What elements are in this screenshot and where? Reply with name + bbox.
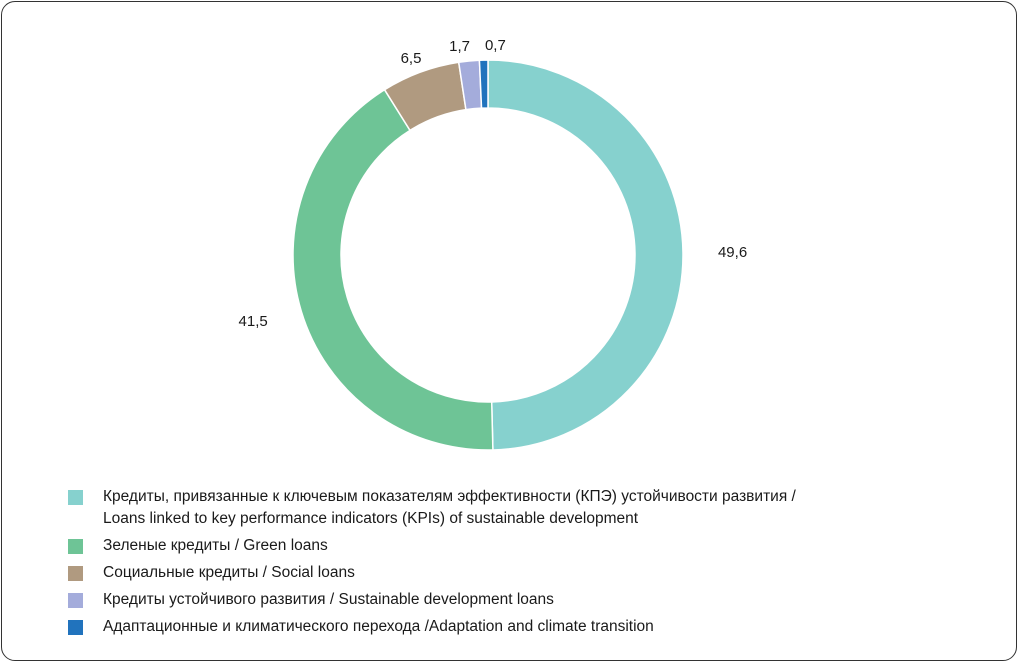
legend-label-social-loans: Социальные кредиты / Social loans — [103, 564, 355, 581]
data-label-sustainable-development-loans: 1,7 — [449, 38, 470, 55]
legend-swatch-adaptation-climate — [68, 620, 83, 635]
legend-item-adaptation-climate: Адаптационные и климатического перехода … — [68, 616, 968, 638]
legend-item-social-loans: Социальные кредиты / Social loans — [68, 562, 968, 584]
donut-slice-green-loans — [292, 88, 494, 451]
legend-swatch-kpi-loans — [68, 490, 83, 505]
legend-swatch-green-loans — [68, 539, 83, 554]
donut-slices — [292, 59, 684, 451]
legend: Кредиты, привязанные к ключевым показате… — [68, 486, 968, 643]
legend-item-kpi-loans: Кредиты, привязанные к ключевым показате… — [68, 486, 968, 530]
donut-slice-kpi-loans — [487, 59, 684, 451]
data-label-kpi-loans: 49,6 — [718, 244, 747, 261]
donut-data-labels: 49,6 41,5 6,5 1,7 0,7 — [239, 37, 748, 330]
legend-label-kpi-loans-line1: Кредиты, привязанные к ключевым показате… — [103, 488, 796, 505]
data-label-green-loans: 41,5 — [239, 313, 268, 330]
legend-label-adaptation-climate: Адаптационные и климатического перехода … — [103, 618, 654, 635]
legend-item-sustainable-development-loans: Кредиты устойчивого развития / Sustainab… — [68, 589, 968, 611]
data-label-adaptation-climate: 0,7 — [485, 37, 506, 54]
donut-slice-adaptation-climate — [478, 59, 489, 109]
legend-label-green-loans: Зеленые кредиты / Green loans — [103, 537, 328, 554]
legend-swatch-sustainable-development-loans — [68, 593, 83, 608]
legend-label-sustainable-development-loans: Кредиты устойчивого развития / Sustainab… — [103, 591, 554, 608]
legend-label-kpi-loans-line2: Loans linked to key performance indicato… — [103, 510, 639, 527]
legend-swatch-social-loans — [68, 566, 83, 581]
data-label-social-loans: 6,5 — [401, 50, 422, 67]
legend-item-green-loans: Зеленые кредиты / Green loans — [68, 535, 968, 557]
